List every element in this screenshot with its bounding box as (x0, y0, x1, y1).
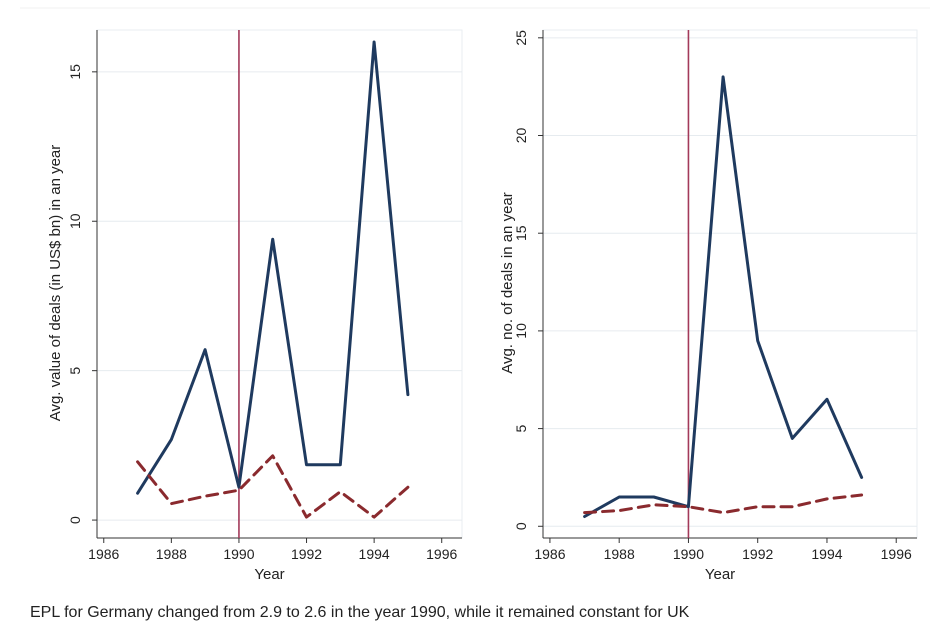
series-line-solid (136, 40, 410, 495)
y-tick-label: 15 (67, 64, 83, 80)
x-tick-label: 1994 (811, 546, 842, 562)
y-axis-title: Avg. value of deals (in US$ bn) in an ye… (47, 145, 64, 422)
series-line-dashed (136, 454, 410, 519)
chart-panel-value-of-deals: 0 5 10 15 1986 1988 1990 1992 1994 1996 Year Avg. v… (47, 29, 463, 583)
plot-area (542, 29, 918, 539)
x-axis-title: Year (705, 566, 735, 583)
y-tick-label: 20 (513, 128, 529, 144)
chart-panel-number-of-deals: 0 5 10 15 20 25 1986 1988 1990 1992 1994 1996 Year Av… (499, 29, 918, 583)
x-tick-label: 1988 (604, 546, 635, 562)
x-tick-label: 1986 (534, 546, 565, 562)
x-tick-label: 1990 (673, 546, 704, 562)
x-tick-label: 1992 (742, 546, 773, 562)
y-tick-label: 10 (67, 213, 83, 229)
y-tick-label: 5 (513, 424, 529, 432)
x-axis-title: Year (254, 566, 284, 583)
x-tick-label: 1996 (881, 546, 912, 562)
y-tick-label: 0 (67, 516, 83, 524)
footnote: EPL for Germany changed from 2.9 to 2.6 … (30, 604, 690, 621)
x-tick-label: 1988 (156, 546, 187, 562)
y-tick-label: 25 (513, 30, 529, 46)
series-line-dashed (583, 493, 864, 515)
x-tick-label: 1996 (426, 546, 457, 562)
y-tick-label: 10 (513, 323, 529, 339)
x-tick-label: 1992 (291, 546, 322, 562)
x-tick-label: 1986 (88, 546, 119, 562)
y-tick-label: 5 (67, 367, 83, 375)
y-tick-label: 15 (513, 225, 529, 241)
y-tick-label: 0 (513, 522, 529, 530)
series-line-solid (583, 75, 864, 518)
x-tick-label: 1990 (223, 546, 254, 562)
y-axis-title: Avg. no. of deals in an year (499, 192, 516, 374)
x-tick-label: 1994 (359, 546, 390, 562)
